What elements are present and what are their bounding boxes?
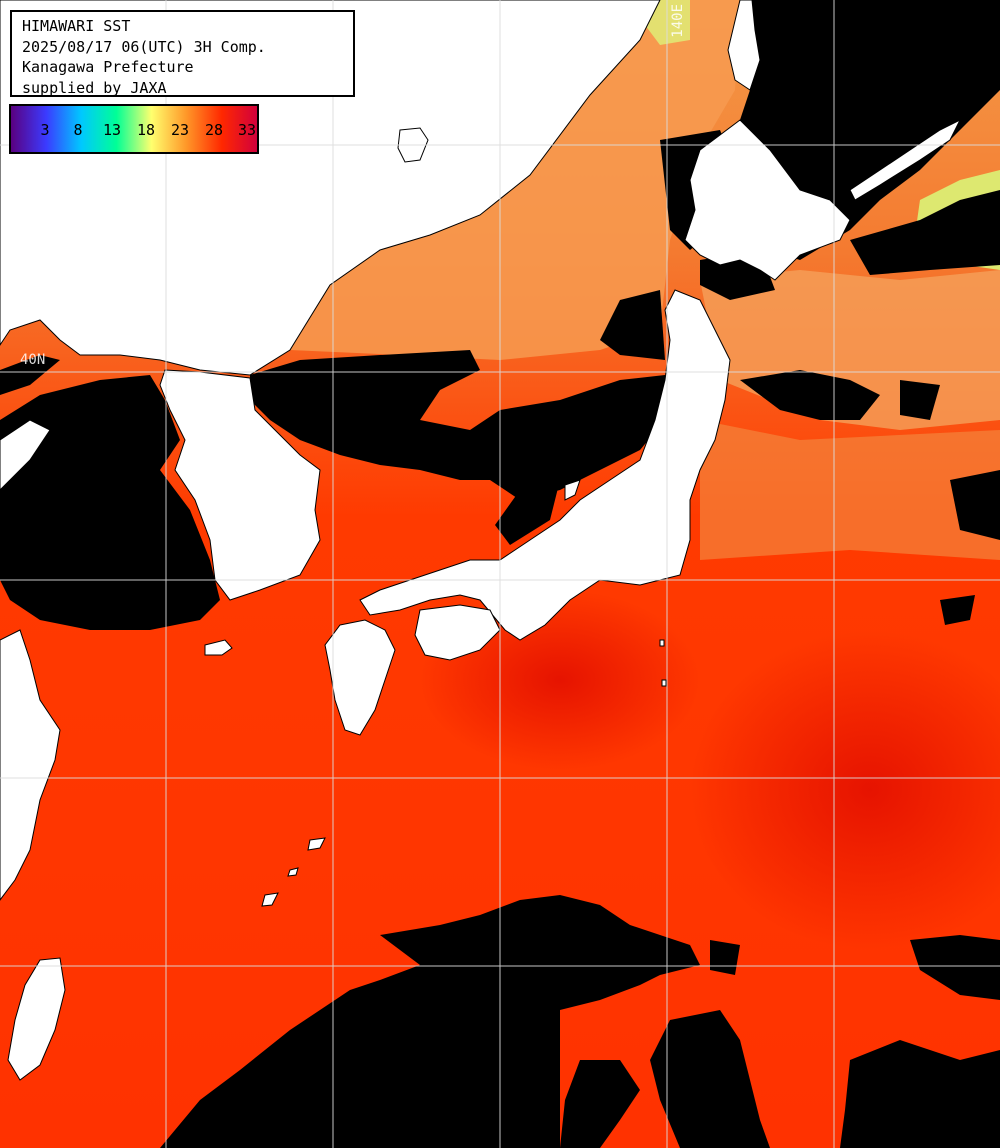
warm-water-patch [690, 630, 1000, 950]
colorbar-tick: 13 [102, 121, 122, 139]
observation-datetime: 2025/08/17 06(UTC) 3H Comp. [22, 37, 266, 56]
jeju-island [204, 639, 233, 656]
kyushu [324, 619, 396, 736]
izu-islands [659, 639, 667, 687]
china-east-coast [0, 629, 61, 901]
map-info-box: HIMAWARI SST 2025/08/17 06(UTC) 3H Comp.… [10, 10, 355, 97]
colorbar-tick: 8 [73, 121, 83, 139]
map-title: HIMAWARI SST [22, 17, 131, 35]
liaodong-shandong-coast [0, 419, 51, 491]
hokkaido [684, 119, 851, 281]
shikoku [414, 604, 501, 661]
island-chain [261, 837, 326, 907]
pacific-cool-band [700, 420, 1000, 560]
temperature-colorbar: 3 8 13 18 23 28 33 [9, 104, 259, 154]
latitude-label-30n: 30N [20, 758, 46, 774]
noto-sado-islands [564, 479, 581, 501]
korean-peninsula [159, 369, 321, 601]
colorbar-tick: 33 [237, 121, 257, 139]
colorbar-tick: 23 [170, 121, 190, 139]
kuril-islands [849, 118, 962, 201]
taiwan [7, 957, 66, 1081]
colorbar-tick: 3 [40, 121, 50, 139]
latitude-label-40n: 40N [20, 352, 46, 368]
colorbar-tick: 18 [136, 121, 156, 139]
region-name: Kanagawa Prefecture [22, 58, 194, 76]
honshu [359, 289, 731, 641]
data-credit: supplied by JAXA [22, 78, 167, 97]
sea-of-japan-cool-water [290, 0, 740, 360]
longitude-label-140e: 140E [670, 4, 686, 38]
sakhalin [727, 0, 761, 91]
colorbar-tick: 28 [204, 121, 224, 139]
